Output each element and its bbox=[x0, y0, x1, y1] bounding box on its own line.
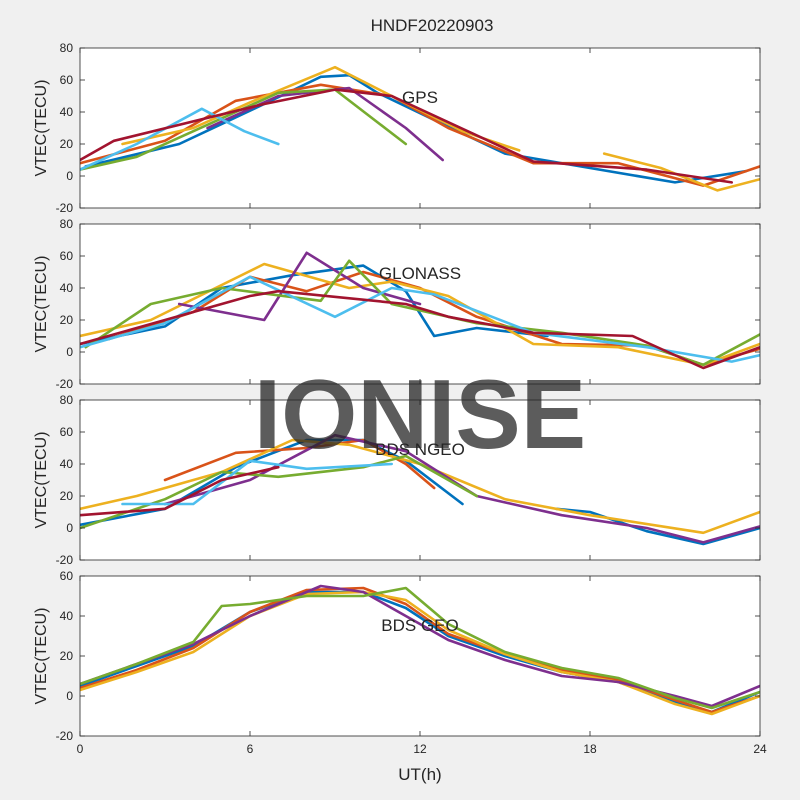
y-tick-label: 0 bbox=[66, 345, 73, 359]
series-line-7 bbox=[80, 107, 280, 171]
y-axis-label: VTEC(TECU) bbox=[33, 80, 50, 177]
series-line-3 bbox=[121, 65, 521, 152]
x-tick-label: 18 bbox=[583, 742, 597, 756]
subplot-1: -20 0 20 40 60 80 VTEC(TECU) GPS bbox=[33, 41, 761, 215]
y-tick-label: 80 bbox=[60, 41, 74, 55]
y-tick-label: 0 bbox=[66, 169, 73, 183]
y-tick-label: 0 bbox=[66, 521, 73, 535]
series-line-3 bbox=[80, 590, 760, 716]
y-tick-label: 80 bbox=[60, 393, 74, 407]
y-tick-label: 80 bbox=[60, 217, 74, 231]
x-tick-label: 24 bbox=[753, 742, 767, 756]
subplot-3: -20 0 20 40 60 80 VTEC(TECU) BDS NGEO bbox=[33, 393, 761, 567]
x-axis-label: UT(h) bbox=[398, 765, 441, 784]
y-tick-label: 20 bbox=[60, 313, 74, 327]
y-tick-label: -20 bbox=[56, 201, 74, 215]
series-line-6 bbox=[80, 454, 478, 530]
y-tick-label: 60 bbox=[60, 425, 74, 439]
series-line-4 bbox=[602, 152, 760, 192]
constellation-label: GLONASS bbox=[379, 264, 461, 283]
y-tick-label: 60 bbox=[60, 73, 74, 87]
series-line-7 bbox=[80, 289, 760, 370]
series-group bbox=[80, 65, 760, 192]
series-group bbox=[80, 433, 760, 546]
y-tick-label: 60 bbox=[60, 569, 74, 583]
x-tick-label: 12 bbox=[413, 742, 427, 756]
figure-title: HNDF20220903 bbox=[371, 16, 494, 35]
y-tick-label: 20 bbox=[60, 649, 74, 663]
y-axis-label: VTEC(TECU) bbox=[33, 608, 50, 705]
y-tick-label: 40 bbox=[60, 609, 74, 623]
constellation-label: GPS bbox=[402, 88, 438, 107]
series-line-8 bbox=[80, 88, 733, 184]
y-axis-label: VTEC(TECU) bbox=[33, 256, 50, 353]
y-tick-label: 20 bbox=[60, 137, 74, 151]
y-tick-label: 40 bbox=[60, 457, 74, 471]
subplot-2: -20 0 20 40 60 80 VTEC(TECU) GLONASS bbox=[33, 217, 761, 391]
series-line-5 bbox=[80, 586, 760, 710]
y-tick-label: 40 bbox=[60, 105, 74, 119]
plot-area bbox=[80, 576, 760, 736]
series-line-7 bbox=[121, 459, 393, 506]
y-tick-label: 0 bbox=[66, 689, 73, 703]
plot-area bbox=[80, 48, 760, 208]
watermark: IONISE bbox=[254, 359, 586, 469]
series-line-2 bbox=[80, 586, 760, 714]
y-tick-label: 40 bbox=[60, 281, 74, 295]
y-tick-label: -20 bbox=[56, 553, 74, 567]
series-group bbox=[80, 251, 760, 370]
y-tick-label: -20 bbox=[56, 377, 74, 391]
constellation-label: BDS NGEO bbox=[375, 440, 465, 459]
series-line-4 bbox=[80, 438, 760, 535]
x-tick-label: 0 bbox=[77, 742, 84, 756]
series-line-8 bbox=[80, 465, 280, 517]
constellation-label: BDS GEO bbox=[381, 616, 458, 635]
series-line-6 bbox=[80, 275, 760, 363]
y-axis-label: VTEC(TECU) bbox=[33, 432, 50, 529]
y-tick-label: -20 bbox=[56, 729, 74, 743]
x-tick-label: 6 bbox=[247, 742, 254, 756]
series-line-2 bbox=[554, 507, 760, 546]
y-tick-label: 60 bbox=[60, 249, 74, 263]
y-tick-label: 20 bbox=[60, 489, 74, 503]
series-group bbox=[80, 584, 760, 716]
